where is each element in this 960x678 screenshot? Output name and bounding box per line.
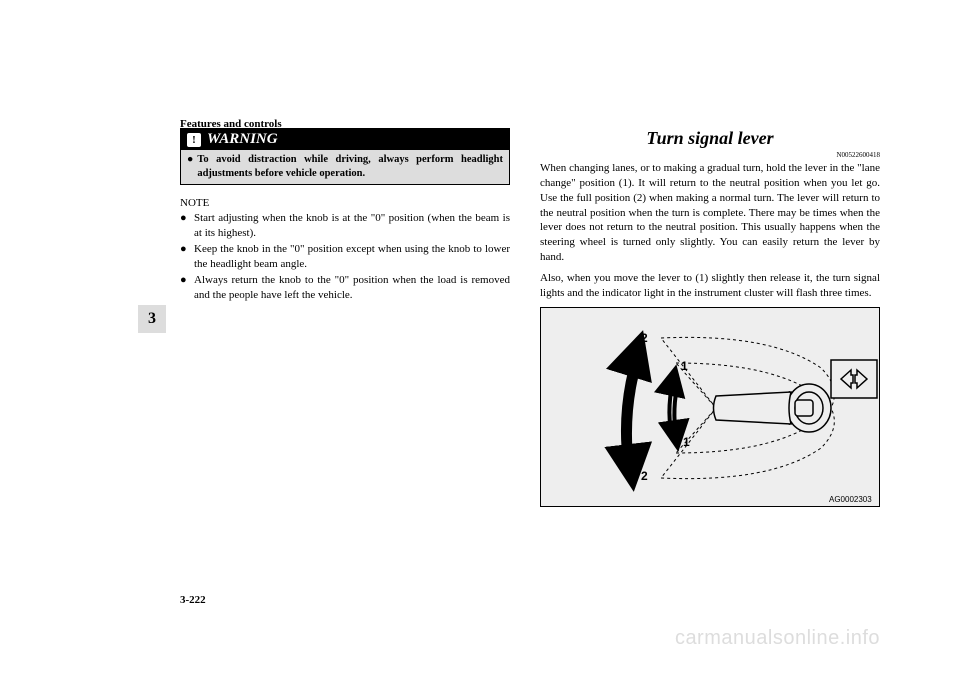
watermark: carmanualsonline.info	[675, 627, 880, 650]
warning-box: WARNING To avoid distraction while drivi…	[180, 128, 510, 185]
note-item: Start adjusting when the knob is at the …	[194, 211, 510, 241]
content-columns: WARNING To avoid distraction while drivi…	[180, 128, 880, 507]
note-list: Start adjusting when the knob is at the …	[180, 211, 510, 302]
diagram-code: AG0002303	[829, 495, 872, 504]
warning-title: WARNING	[181, 129, 509, 150]
paragraph: Also, when you move the lever to (1) sli…	[540, 271, 880, 301]
section-title: Turn signal lever	[540, 128, 880, 149]
diagram-label-1: 1	[681, 359, 688, 373]
page-number: 3-222	[180, 594, 206, 606]
warning-body: To avoid distraction while driving, alwa…	[181, 150, 509, 184]
turn-signal-diagram: 2 1 1 2 AG0002303	[540, 307, 880, 507]
left-column: WARNING To avoid distraction while drivi…	[180, 128, 510, 507]
diagram-label-2: 2	[641, 331, 648, 345]
note-item: Keep the knob in the "0" position except…	[194, 242, 510, 272]
right-column: Turn signal lever N00522600418 When chan…	[540, 128, 880, 507]
diagram-svg: 2 1 1 2 AG0002303	[541, 308, 881, 508]
note-label: NOTE	[180, 197, 510, 209]
section-tab: 3	[138, 305, 166, 333]
paragraph: When changing lanes, or to making a grad…	[540, 161, 880, 265]
diagram-label-1b: 1	[683, 435, 690, 449]
doc-number: N00522600418	[540, 151, 880, 159]
warning-text: To avoid distraction while driving, alwa…	[197, 153, 503, 181]
page-header: Features and controls	[180, 118, 282, 130]
diagram-label-2b: 2	[641, 469, 648, 483]
note-item: Always return the knob to the "0" positi…	[194, 273, 510, 303]
